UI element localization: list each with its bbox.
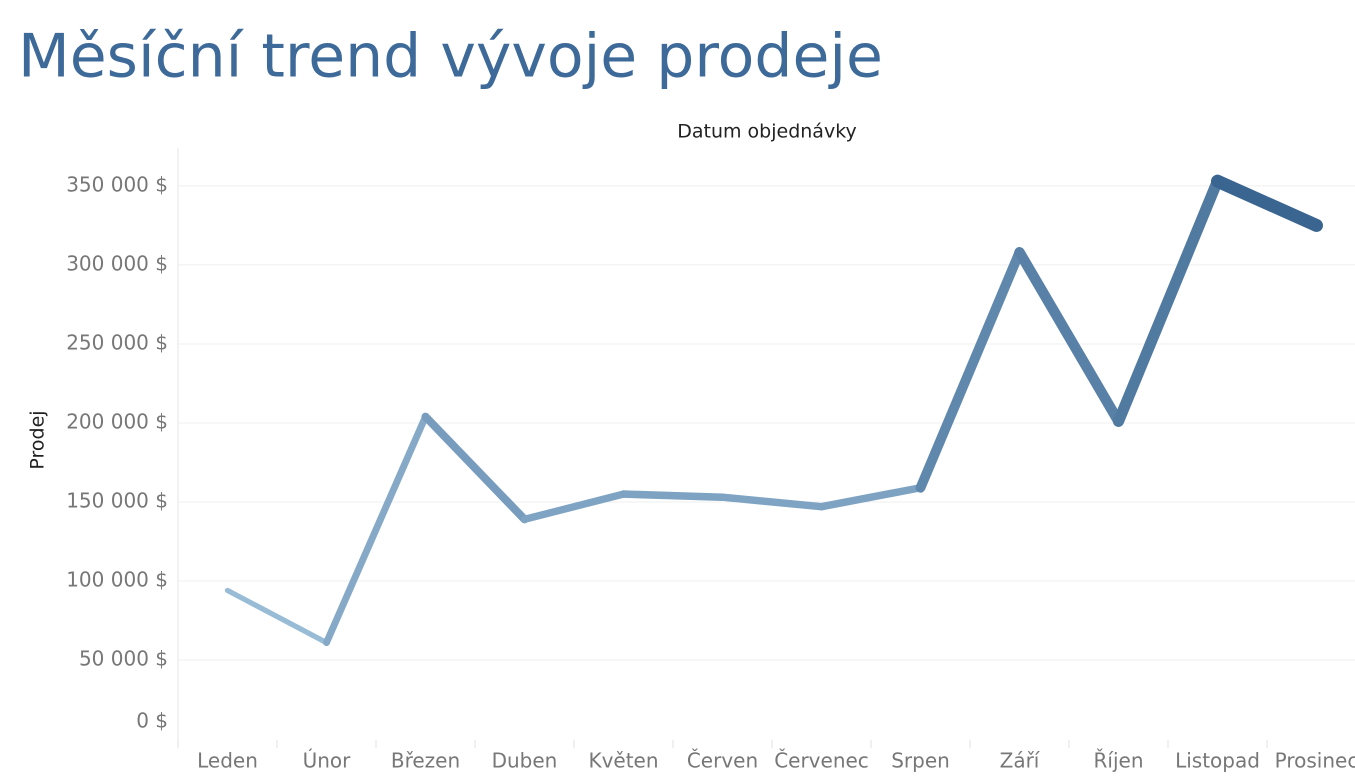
x-tick-label: Srpen bbox=[891, 749, 950, 773]
y-tick-label: 300 000 $ bbox=[66, 251, 168, 275]
x-axis-title: Datum objednávky bbox=[677, 121, 857, 143]
x-tick-label: Únor bbox=[303, 749, 352, 773]
line-segment bbox=[1211, 174, 1323, 232]
y-tick-label: 150 000 $ bbox=[66, 488, 168, 512]
line-segment bbox=[1112, 175, 1224, 427]
line-segment bbox=[718, 493, 826, 511]
y-tick-label: 350 000 $ bbox=[66, 172, 168, 196]
line-segment bbox=[1014, 247, 1124, 427]
x-tick-label: Květen bbox=[588, 749, 658, 773]
line-segment bbox=[619, 490, 727, 501]
y-tick-label: 100 000 $ bbox=[66, 567, 168, 591]
x-tick-label: Říjen bbox=[1094, 749, 1144, 773]
y-tick-label: 0 $ bbox=[136, 709, 168, 733]
chart-title: Měsíční trend vývoje prodeje bbox=[18, 22, 883, 92]
x-tick-label: Červen bbox=[687, 749, 758, 773]
y-tick-label: 200 000 $ bbox=[66, 409, 168, 433]
x-tick-label: Listopad bbox=[1175, 749, 1260, 773]
line-segment bbox=[520, 490, 628, 524]
line-segment bbox=[224, 587, 330, 646]
x-tick-label: Březen bbox=[391, 749, 460, 773]
x-tick-label: Prosinec bbox=[1275, 749, 1355, 773]
x-tick-label: Září bbox=[1000, 749, 1041, 773]
line-segment bbox=[323, 413, 429, 647]
line-segment bbox=[817, 483, 925, 511]
line-segment bbox=[421, 412, 529, 524]
x-tick-label: Duben bbox=[492, 749, 558, 773]
y-tick-label: 50 000 $ bbox=[79, 646, 168, 670]
y-tick-label: 250 000 $ bbox=[66, 330, 168, 354]
x-tick-label: Červenec bbox=[774, 749, 869, 773]
x-tick-label: Leden bbox=[197, 749, 258, 773]
line-segment bbox=[915, 247, 1025, 493]
y-axis-title: Prodej bbox=[27, 410, 49, 469]
